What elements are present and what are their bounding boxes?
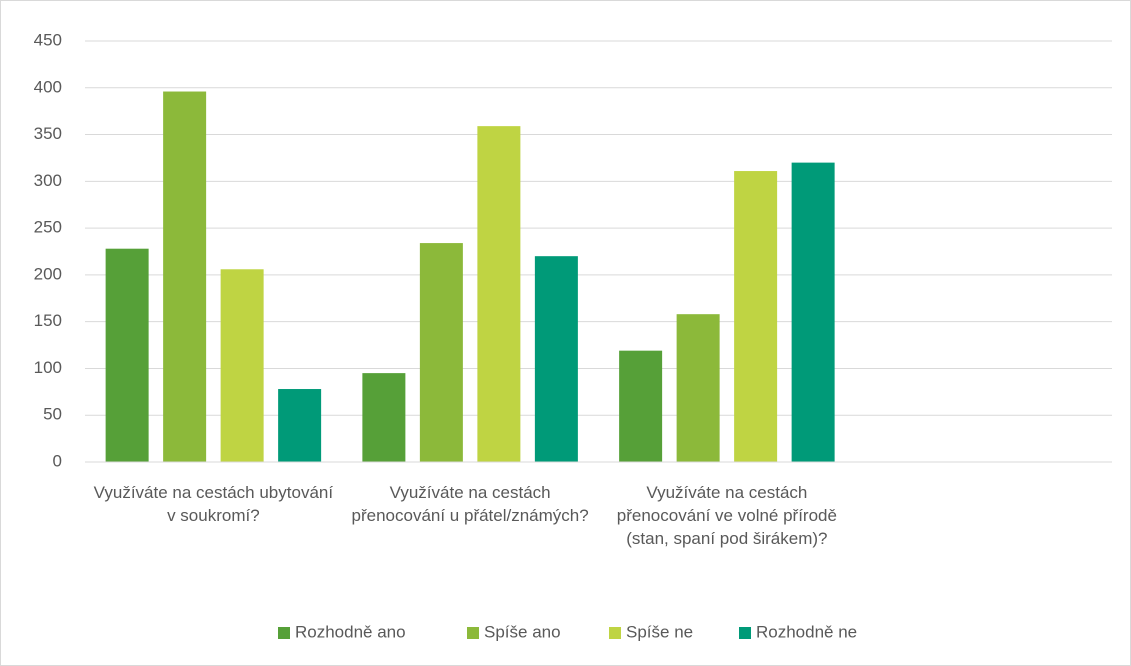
y-tick-label: 450	[34, 30, 62, 49]
y-tick-label: 150	[34, 311, 62, 330]
x-tick-label: Využíváte na cestách ubytování v soukrom…	[93, 483, 334, 525]
legend-label: Rozhodně ano	[295, 622, 406, 641]
y-tick-label: 0	[53, 451, 62, 470]
bar	[477, 126, 521, 462]
legend-swatch	[739, 627, 751, 639]
bar	[676, 314, 720, 462]
bar	[791, 162, 835, 462]
y-tick-label: 300	[34, 171, 62, 190]
y-tick-label: 50	[43, 405, 62, 424]
bar	[734, 171, 778, 462]
bar	[534, 256, 578, 462]
bar	[163, 91, 207, 463]
bar	[220, 269, 264, 462]
legend-label: Rozhodně ne	[756, 622, 857, 641]
y-tick-label: 100	[34, 358, 62, 377]
bar	[278, 389, 322, 462]
bar	[105, 248, 149, 462]
legend-swatch	[278, 627, 290, 639]
x-tick-label: Využíváte na cestách přenocování ve voln…	[616, 483, 837, 548]
bar	[362, 373, 406, 462]
legend-label: Spíše ne	[626, 622, 693, 641]
bar	[419, 243, 463, 462]
y-tick-label: 250	[34, 218, 62, 237]
bar	[619, 350, 663, 462]
y-tick-label: 400	[34, 77, 62, 96]
x-tick-label: Využíváte na cestách přenocování u přáte…	[351, 483, 589, 525]
legend-label: Spíše ano	[484, 622, 561, 641]
legend-swatch	[609, 627, 621, 639]
y-tick-label: 200	[34, 264, 62, 283]
legend-swatch	[467, 627, 479, 639]
y-tick-label: 350	[34, 124, 62, 143]
